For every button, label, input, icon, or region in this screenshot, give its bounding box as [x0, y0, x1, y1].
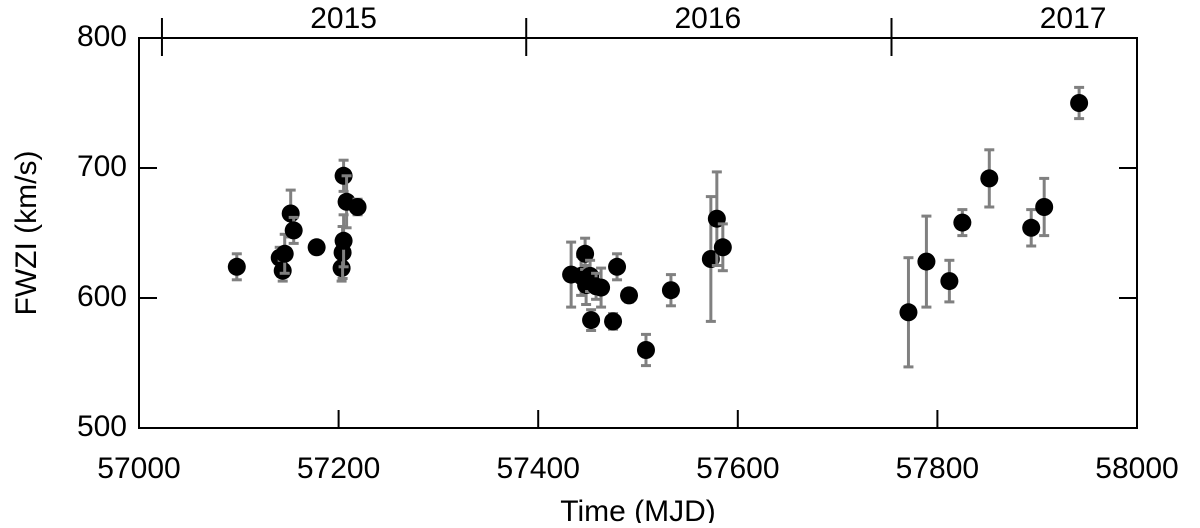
data-point: [281, 204, 300, 223]
data-point: [275, 244, 294, 263]
data-point: [227, 257, 246, 276]
year-label: 2015: [310, 2, 377, 35]
data-point: [582, 311, 601, 330]
data-point: [917, 252, 936, 271]
data-point: [608, 257, 627, 276]
y-tick-label: 600: [77, 280, 127, 313]
y-axis-label: FWZI (km/s): [10, 151, 43, 316]
x-tick-label: 57200: [297, 452, 380, 485]
data-point: [273, 261, 292, 280]
data-point: [899, 303, 918, 322]
data-point: [661, 281, 680, 300]
data-point: [620, 286, 639, 305]
data-point: [576, 244, 595, 263]
data-point: [604, 312, 623, 331]
y-tick-label: 700: [77, 150, 127, 183]
year-label: 2016: [674, 2, 741, 35]
x-tick-label: 57400: [496, 452, 579, 485]
data-point: [592, 278, 611, 297]
y-tick-label: 800: [77, 20, 127, 53]
y-tick-label: 500: [77, 410, 127, 443]
x-tick-label: 57000: [97, 452, 180, 485]
data-point: [307, 238, 326, 257]
x-tick-label: 57800: [896, 452, 979, 485]
x-tick-label: 57600: [696, 452, 779, 485]
x-tick-label: 58000: [1095, 452, 1178, 485]
data-point: [1070, 94, 1089, 112]
x-axis-label: Time (MJD): [560, 495, 716, 523]
data-point: [953, 213, 972, 232]
data-point: [1035, 198, 1054, 216]
data-point: [713, 238, 732, 257]
data-point: [1022, 218, 1041, 237]
data-point: [636, 341, 655, 359]
data-point: [348, 198, 367, 216]
year-label: 2017: [1040, 2, 1107, 35]
data-point: [284, 221, 303, 240]
data-point: [980, 169, 999, 188]
data-point: [940, 272, 959, 291]
data-point: [334, 231, 353, 250]
